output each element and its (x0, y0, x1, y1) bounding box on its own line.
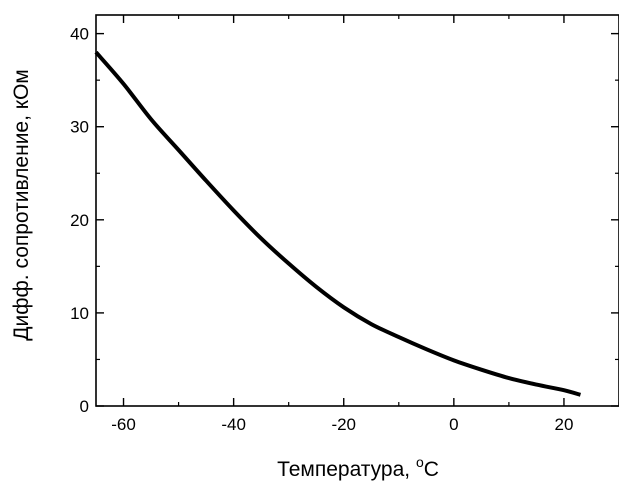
y-tick-label: 20 (70, 211, 89, 230)
ticks-layer: -60 -40 -20 0 20 0 10 20 30 40 (70, 15, 619, 434)
x-tick-label: -60 (111, 415, 136, 434)
x-tick-label: 0 (449, 415, 458, 434)
plot-frame (95, 14, 619, 407)
y-axis-title: Дифф. сопротивление, кОм (10, 69, 33, 340)
x-axis-title-degree: o (416, 454, 424, 470)
x-axis-title: Температура, oC (277, 454, 439, 481)
y-tick-label: 0 (80, 397, 89, 416)
x-axis-title-unit: C (424, 458, 439, 481)
series-line (94, 50, 582, 397)
x-tick-label: -40 (221, 415, 246, 434)
y-tick-label: 10 (70, 304, 89, 323)
y-tick-label: 30 (70, 118, 89, 137)
x-tick-label: -20 (331, 415, 356, 434)
series-layer (94, 50, 582, 397)
x-tick-label: 20 (554, 415, 573, 434)
y-tick-label: 40 (70, 25, 89, 44)
x-axis-title-text: Температура, (277, 458, 416, 481)
